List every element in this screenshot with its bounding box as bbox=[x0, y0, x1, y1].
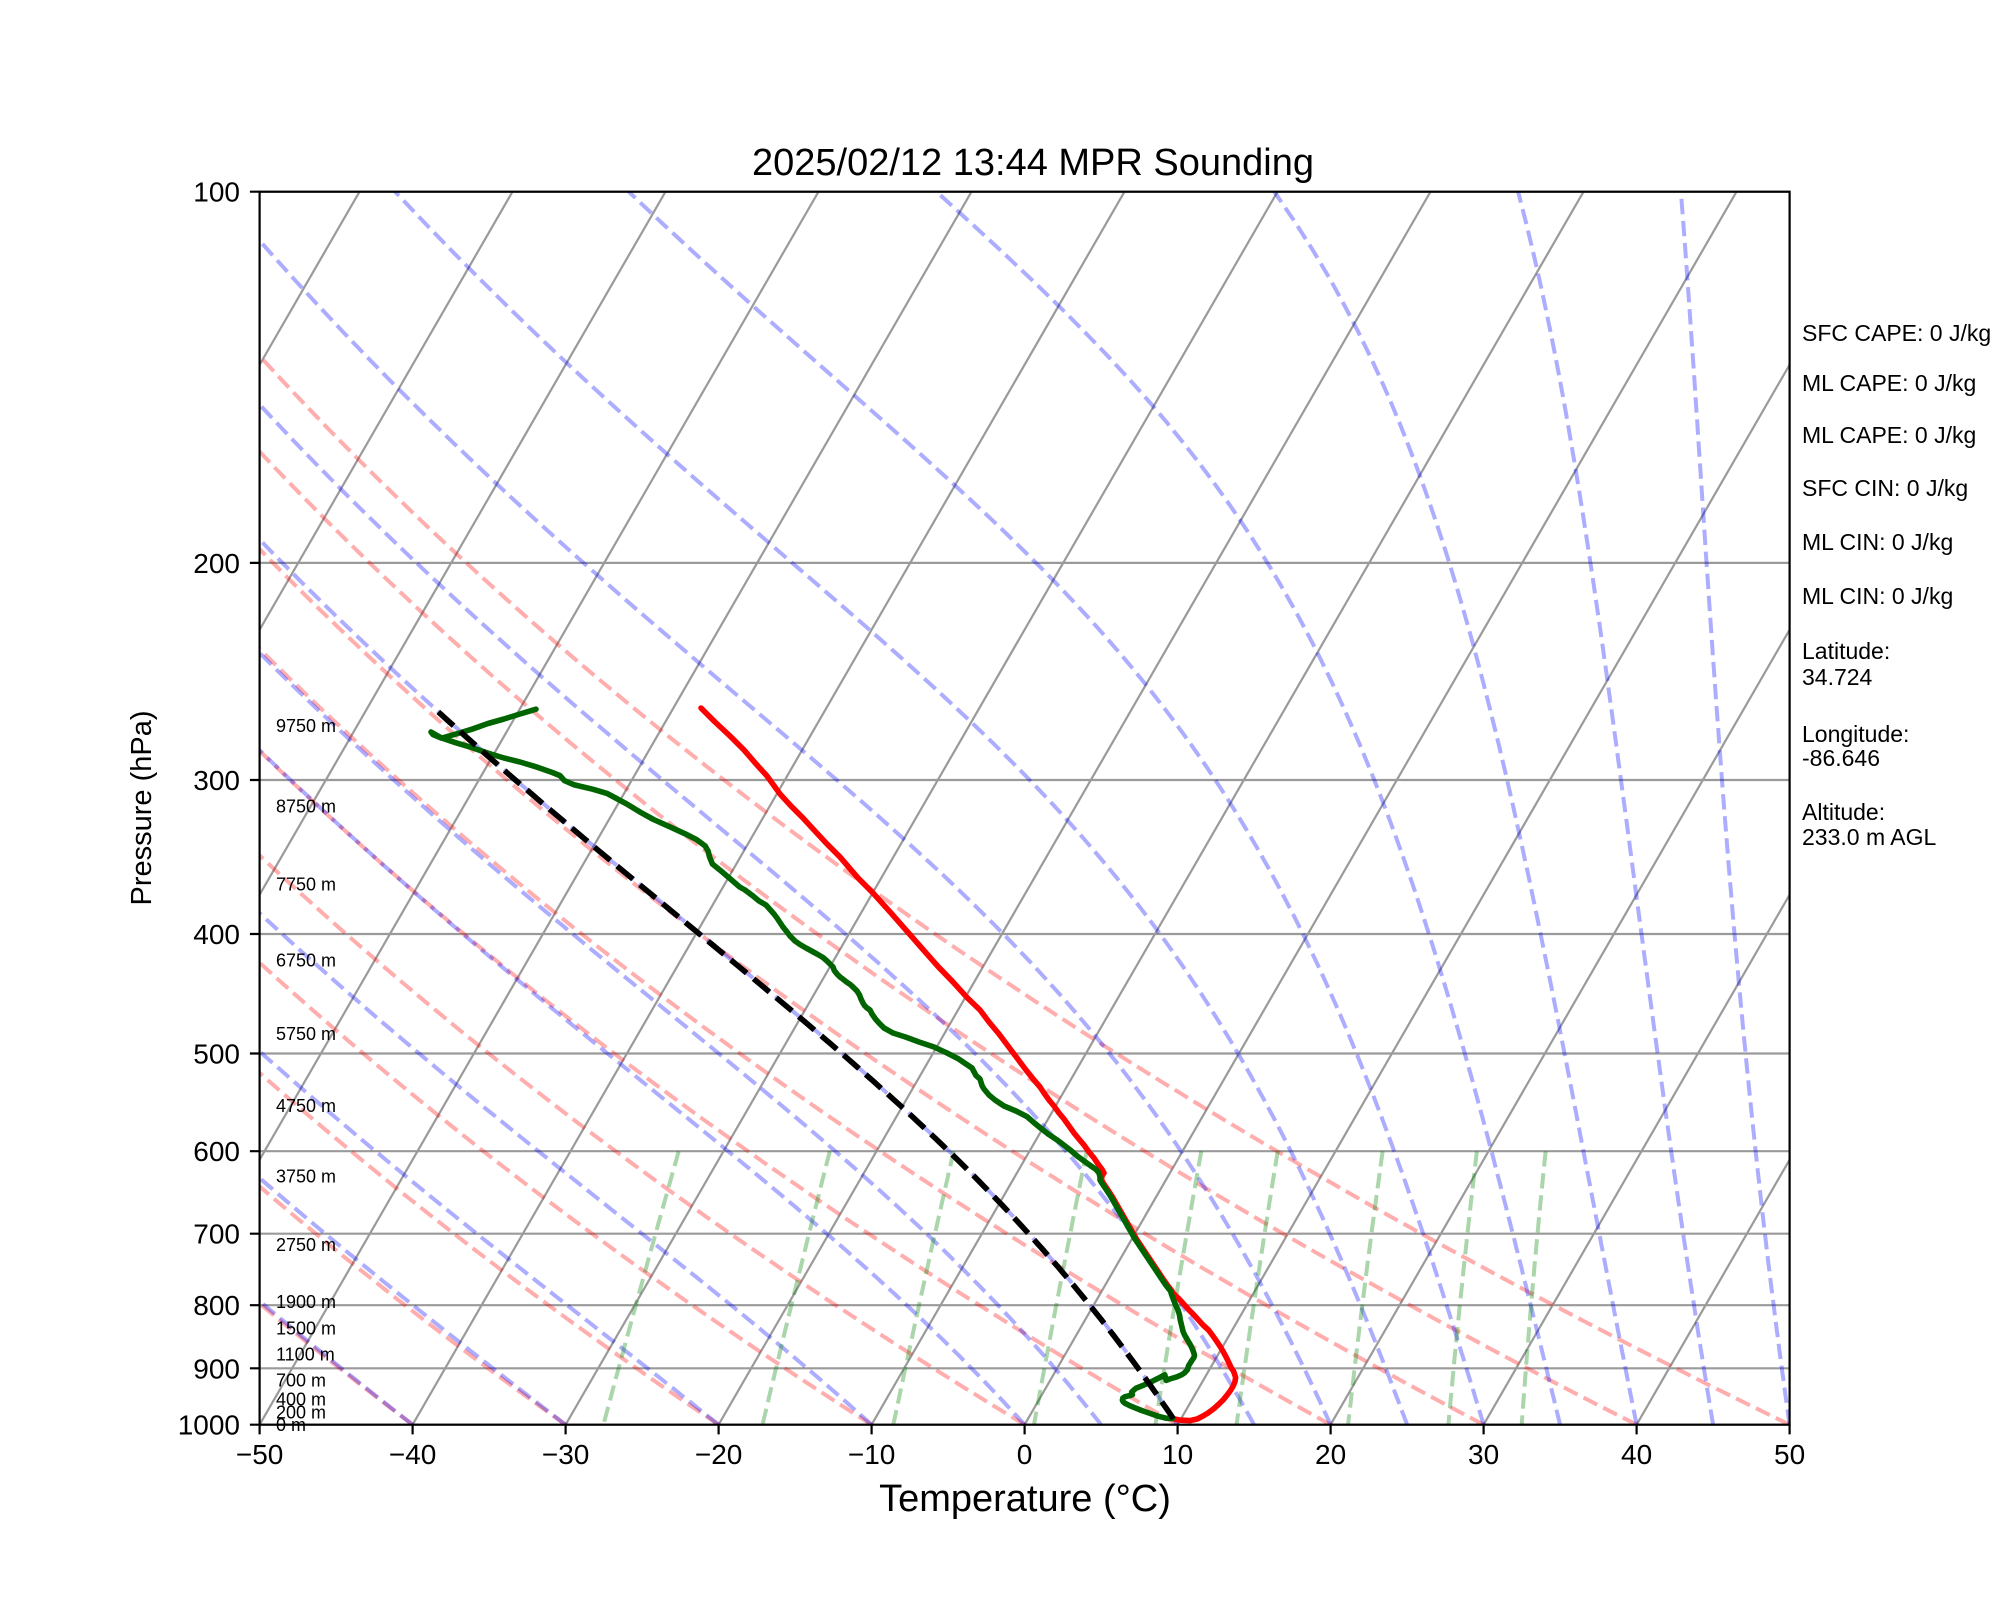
svg-text:300: 300 bbox=[193, 765, 240, 796]
svg-text:50: 50 bbox=[1774, 1439, 1805, 1470]
svg-text:−30: −30 bbox=[542, 1439, 590, 1470]
svg-text:1000: 1000 bbox=[178, 1410, 240, 1441]
svg-text:8750 m: 8750 m bbox=[276, 796, 336, 816]
svg-text:3750 m: 3750 m bbox=[276, 1166, 336, 1186]
svg-text:30: 30 bbox=[1468, 1439, 1499, 1470]
svg-text:10: 10 bbox=[1162, 1439, 1193, 1470]
svg-text:100: 100 bbox=[193, 177, 240, 208]
svg-text:200 m: 200 m bbox=[276, 1403, 326, 1423]
svg-text:SFC CAPE: 0 J/kg: SFC CAPE: 0 J/kg bbox=[1802, 320, 1991, 346]
svg-text:5750 m: 5750 m bbox=[276, 1024, 336, 1044]
svg-text:Latitude:: Latitude: bbox=[1802, 638, 1890, 664]
svg-text:400 m: 400 m bbox=[276, 1390, 326, 1410]
svg-text:Longitude:: Longitude: bbox=[1802, 721, 1909, 747]
svg-text:2025/02/12 13:44 MPR Sounding: 2025/02/12 13:44 MPR Sounding bbox=[752, 142, 1314, 184]
svg-text:ML CIN: 0 J/kg: ML CIN: 0 J/kg bbox=[1802, 583, 1953, 609]
svg-text:Altitude:: Altitude: bbox=[1802, 799, 1885, 825]
svg-text:ML CAPE: 0 J/kg: ML CAPE: 0 J/kg bbox=[1802, 370, 1976, 396]
svg-text:7750 m: 7750 m bbox=[276, 874, 336, 894]
svg-text:700: 700 bbox=[193, 1219, 240, 1250]
svg-text:4750 m: 4750 m bbox=[276, 1096, 336, 1116]
svg-text:ML CIN: 0 J/kg: ML CIN: 0 J/kg bbox=[1802, 529, 1953, 555]
svg-text:−10: −10 bbox=[848, 1439, 896, 1470]
svg-text:−20: −20 bbox=[695, 1439, 743, 1470]
svg-text:−50: −50 bbox=[236, 1439, 284, 1470]
svg-text:40: 40 bbox=[1621, 1439, 1652, 1470]
svg-text:200: 200 bbox=[193, 548, 240, 579]
svg-text:2750 m: 2750 m bbox=[276, 1235, 336, 1255]
svg-text:700 m: 700 m bbox=[276, 1370, 326, 1390]
svg-text:ML CAPE: 0 J/kg: ML CAPE: 0 J/kg bbox=[1802, 422, 1976, 448]
svg-text:9750 m: 9750 m bbox=[276, 716, 336, 736]
svg-text:34.724: 34.724 bbox=[1802, 664, 1873, 690]
svg-text:1900 m: 1900 m bbox=[276, 1292, 336, 1312]
svg-text:900: 900 bbox=[193, 1353, 240, 1384]
svg-text:6750 m: 6750 m bbox=[276, 950, 336, 970]
svg-text:0 m: 0 m bbox=[276, 1415, 306, 1435]
svg-text:SFC CIN: 0 J/kg: SFC CIN: 0 J/kg bbox=[1802, 475, 1968, 501]
svg-text:1500 m: 1500 m bbox=[276, 1318, 336, 1338]
svg-text:Pressure (hPa): Pressure (hPa) bbox=[126, 710, 158, 905]
svg-text:233.0 m AGL: 233.0 m AGL bbox=[1802, 824, 1936, 850]
svg-text:-86.646: -86.646 bbox=[1802, 745, 1880, 771]
svg-text:500: 500 bbox=[193, 1039, 240, 1070]
svg-text:−40: −40 bbox=[389, 1439, 437, 1470]
svg-text:1100 m: 1100 m bbox=[276, 1345, 335, 1365]
svg-text:600: 600 bbox=[193, 1136, 240, 1167]
svg-text:400: 400 bbox=[193, 919, 240, 950]
svg-text:20: 20 bbox=[1315, 1439, 1346, 1470]
svg-text:800: 800 bbox=[193, 1290, 240, 1321]
svg-text:Temperature (°C): Temperature (°C) bbox=[879, 1478, 1171, 1520]
svg-text:0: 0 bbox=[1017, 1439, 1033, 1470]
